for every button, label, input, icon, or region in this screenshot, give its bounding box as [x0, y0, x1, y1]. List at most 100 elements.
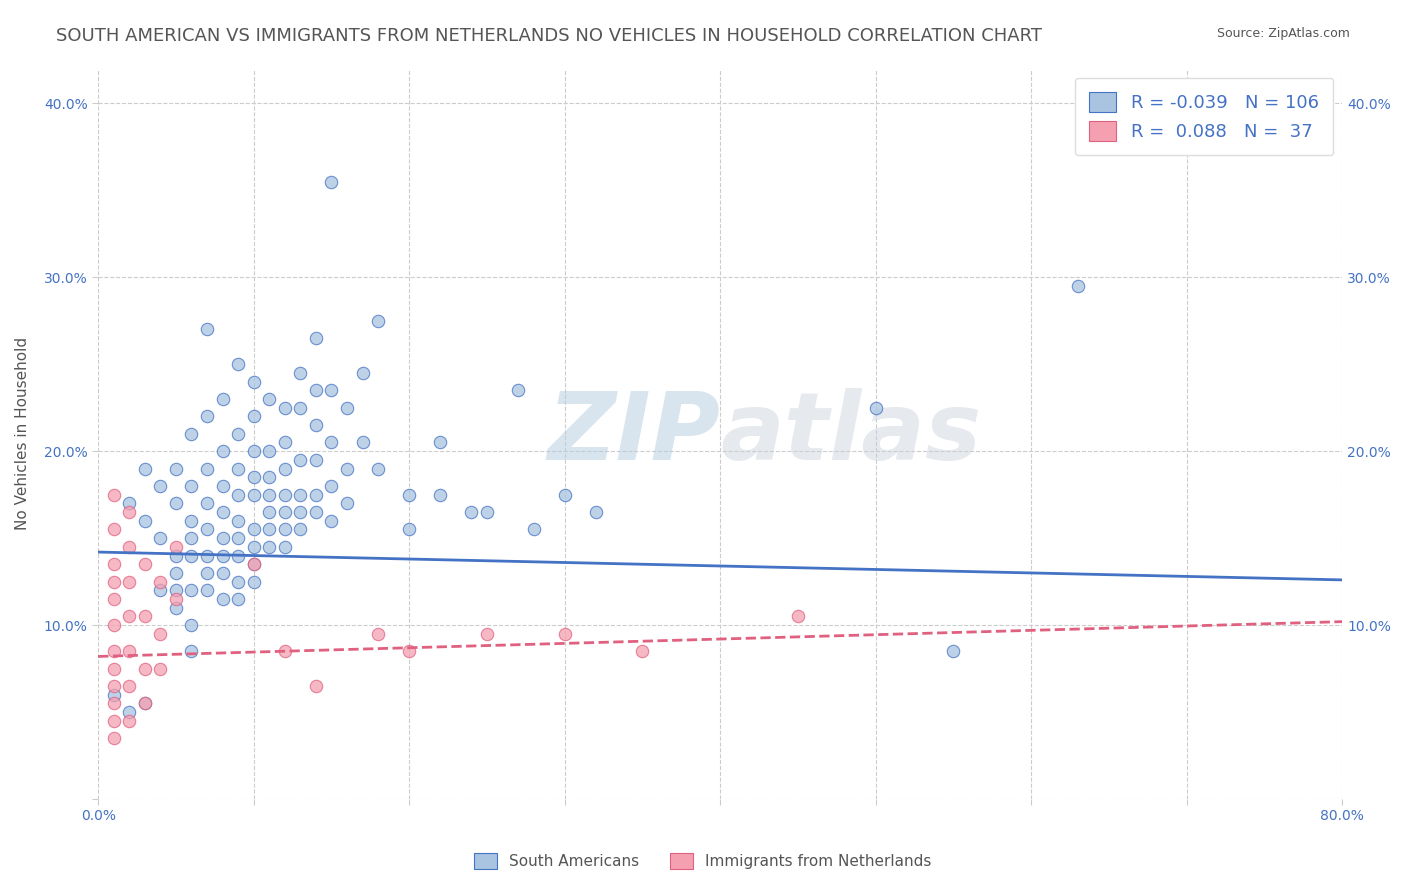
Point	[257, 392, 280, 406]
Point	[585, 505, 607, 519]
Point	[134, 558, 156, 572]
Point	[211, 549, 233, 563]
Point	[134, 697, 156, 711]
Point	[226, 574, 249, 589]
Point	[321, 384, 343, 398]
Point	[321, 514, 343, 528]
Point	[274, 461, 297, 475]
Point	[180, 531, 202, 545]
Point	[290, 366, 312, 380]
Point	[103, 731, 125, 746]
Point	[118, 540, 141, 554]
Point	[352, 435, 374, 450]
Point	[274, 540, 297, 554]
Point	[336, 496, 359, 510]
Point	[118, 679, 141, 693]
Point	[475, 627, 498, 641]
Point	[321, 435, 343, 450]
Point	[865, 401, 887, 415]
Point	[211, 392, 233, 406]
Point	[242, 470, 264, 484]
Legend: South Americans, Immigrants from Netherlands: South Americans, Immigrants from Netherl…	[468, 847, 938, 875]
Point	[475, 505, 498, 519]
Point	[149, 583, 172, 598]
Point	[398, 644, 420, 658]
Point	[274, 435, 297, 450]
Point	[134, 609, 156, 624]
Point	[242, 558, 264, 572]
Point	[274, 644, 297, 658]
Point	[242, 558, 264, 572]
Point	[274, 488, 297, 502]
Point	[336, 401, 359, 415]
Point	[787, 609, 810, 624]
Point	[257, 444, 280, 458]
Point	[103, 662, 125, 676]
Point	[180, 514, 202, 528]
Text: SOUTH AMERICAN VS IMMIGRANTS FROM NETHERLANDS NO VEHICLES IN HOUSEHOLD CORRELATI: SOUTH AMERICAN VS IMMIGRANTS FROM NETHER…	[56, 27, 1042, 45]
Point	[165, 496, 187, 510]
Point	[149, 479, 172, 493]
Point	[211, 531, 233, 545]
Point	[226, 514, 249, 528]
Point	[103, 523, 125, 537]
Point	[134, 461, 156, 475]
Point	[226, 592, 249, 607]
Point	[305, 505, 328, 519]
Point	[165, 600, 187, 615]
Point	[149, 662, 172, 676]
Point	[336, 461, 359, 475]
Point	[554, 627, 576, 641]
Point	[180, 618, 202, 632]
Point	[195, 583, 218, 598]
Point	[195, 409, 218, 424]
Point	[554, 488, 576, 502]
Point	[367, 314, 389, 328]
Point	[352, 366, 374, 380]
Point	[180, 549, 202, 563]
Point	[211, 444, 233, 458]
Point	[242, 523, 264, 537]
Point	[118, 714, 141, 728]
Point	[321, 479, 343, 493]
Point	[506, 384, 529, 398]
Point	[211, 479, 233, 493]
Point	[211, 592, 233, 607]
Point	[305, 384, 328, 398]
Point	[103, 574, 125, 589]
Point	[1067, 279, 1090, 293]
Point	[165, 583, 187, 598]
Text: Source: ZipAtlas.com: Source: ZipAtlas.com	[1216, 27, 1350, 40]
Point	[165, 592, 187, 607]
Point	[242, 540, 264, 554]
Point	[195, 496, 218, 510]
Point	[165, 566, 187, 580]
Point	[226, 531, 249, 545]
Point	[103, 644, 125, 658]
Point	[429, 435, 451, 450]
Point	[118, 574, 141, 589]
Point	[165, 549, 187, 563]
Point	[118, 644, 141, 658]
Point	[118, 705, 141, 719]
Y-axis label: No Vehicles in Household: No Vehicles in Household	[15, 337, 30, 531]
Point	[257, 540, 280, 554]
Point	[103, 558, 125, 572]
Point	[134, 662, 156, 676]
Point	[398, 488, 420, 502]
Point	[305, 679, 328, 693]
Point	[242, 444, 264, 458]
Point	[226, 488, 249, 502]
Point	[180, 583, 202, 598]
Point	[149, 627, 172, 641]
Point	[242, 488, 264, 502]
Text: atlas: atlas	[720, 388, 981, 480]
Point	[134, 697, 156, 711]
Point	[242, 574, 264, 589]
Point	[257, 505, 280, 519]
Point	[367, 461, 389, 475]
Point	[257, 470, 280, 484]
Point	[226, 357, 249, 371]
Point	[180, 479, 202, 493]
Point	[274, 523, 297, 537]
